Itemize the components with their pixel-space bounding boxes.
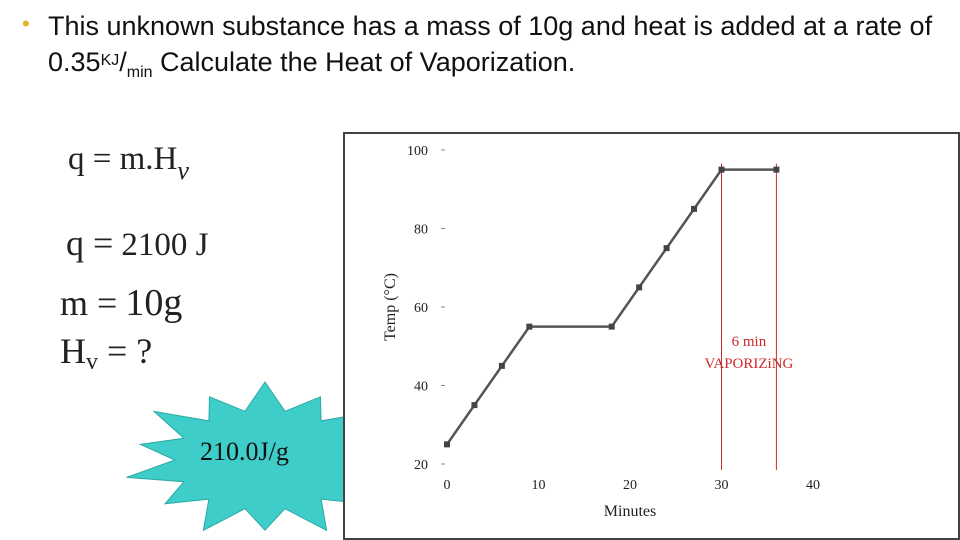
x-tick-label: 0 [444,478,451,493]
data-point [471,402,478,409]
y-tick-label: 20 [414,458,428,473]
x-tick-label: 10 [532,478,546,493]
answer-text: 210.0J/g [200,437,289,466]
y-axis-label: Temp (°C) [382,273,399,341]
data-point [663,245,670,252]
question-text: This unknown substance has a mass of 10g… [48,11,933,81]
data-point [608,323,615,330]
y-tick-label: 100 [407,144,428,159]
y-tick-label: 80 [414,223,428,238]
data-point [718,166,725,173]
formula: q = m.Hv [68,141,189,185]
x-tick-label: 40 [806,478,820,493]
x-tick-label: 30 [715,478,729,493]
annotation-duration: 6 min [732,334,767,350]
x-axis-label: Minutes [604,503,656,520]
y-tick-label: 40 [414,380,428,395]
given-hv: Hv = ? [60,331,153,375]
data-point [444,441,450,448]
given-q: q = 2100 J [66,223,209,263]
data-point [498,362,505,369]
given-m: m = 10g [60,282,183,324]
bullet-icon: • [22,11,30,36]
data-point [773,166,780,173]
y-tick-label: 60 [414,301,428,316]
chart-layer: 20 40 60 80 100 0 10 20 30 40 Temp (°C) Minutes 6 mi… [382,144,820,520]
chart-frame [343,132,960,540]
data-point [526,323,533,330]
x-tick-label: 20 [623,478,637,493]
data-point [636,284,643,291]
annotation-phase: VAPORIZiNG [704,356,793,372]
data-point [691,205,698,212]
series-line [445,168,777,446]
heating-curve-chart: 20 40 60 80 100 0 10 20 30 40 Temp (°C) Minutes 6 mi… [343,132,960,540]
